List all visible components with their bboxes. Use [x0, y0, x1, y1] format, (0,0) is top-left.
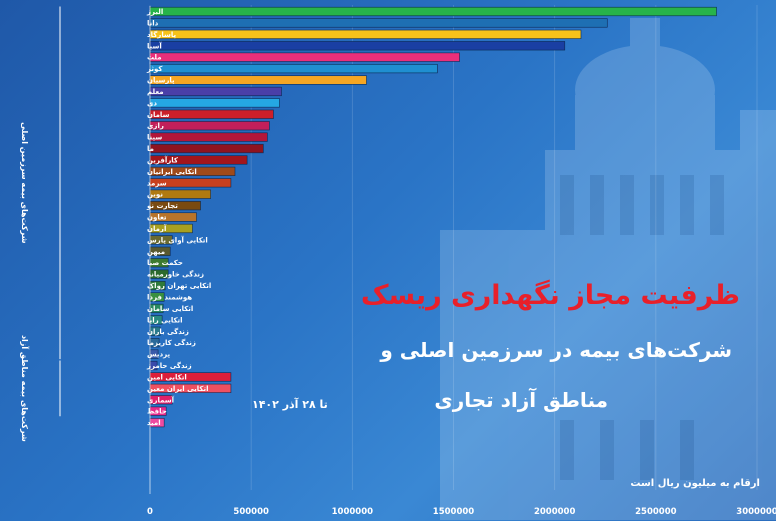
category-label: کارآفرین	[147, 155, 179, 164]
category-label: نوین	[147, 191, 163, 199]
category-label: دی	[147, 99, 157, 107]
category-label: اتکایی آوای پارس	[147, 235, 208, 244]
category-label: حافظ	[147, 408, 167, 416]
category-label: امید	[147, 419, 161, 427]
x-tick-label: 2500000	[635, 507, 676, 517]
bar	[149, 98, 280, 108]
bar	[149, 132, 268, 142]
category-label: آسیا	[147, 41, 162, 50]
bar	[149, 86, 282, 97]
units-note: ارقام به میلیون ریال است	[630, 478, 760, 489]
chart-subtitle-line-1: شرکت‌های بیمه در سرزمین اصلی و	[380, 338, 732, 362]
category-label: کوثر	[146, 65, 163, 73]
category-label: آسماری	[147, 395, 175, 404]
category-label: پارسیان	[147, 77, 175, 85]
x-tick-label: 1500000	[433, 507, 474, 517]
category-label: معلم	[147, 88, 164, 96]
category-label: زندگی حامرز	[146, 361, 192, 370]
category-label: سرمد	[147, 179, 167, 187]
bar	[149, 6, 717, 17]
category-label: حکمت صبا	[147, 259, 183, 267]
date-note: تا ۲۸ آذر ۱۴۰۲	[252, 398, 328, 411]
category-label: زندگی خاورمیانه	[147, 270, 204, 279]
category-label: رازی	[147, 122, 164, 130]
category-label: اتکایی سامان	[147, 305, 193, 313]
bar	[149, 121, 270, 131]
category-label: تعاون	[147, 214, 167, 222]
category-label: سینا	[147, 134, 162, 142]
category-labels: البرز دانا پاسارگاد آسیا ملت کوثر پارسیان معلم د…	[146, 8, 211, 427]
category-label: دانا	[147, 19, 159, 27]
category-label: زندگی کاریزما	[147, 338, 196, 347]
x-tick-label: 2000000	[534, 507, 575, 517]
x-tick-label: 1000000	[332, 507, 373, 517]
axes: 0 500000 1000000 1500000 2000000 2500000 30000…	[147, 6, 776, 517]
category-label: اتکایی ایرانیان	[147, 168, 197, 176]
group-label: شرکت‌های بیمه مناطق آزاد	[20, 335, 30, 442]
category-label: پاسارگاد	[147, 30, 176, 39]
category-label: آرمان	[147, 224, 167, 233]
bar	[149, 52, 460, 62]
category-label: هوشمند فردا	[147, 294, 192, 302]
group-label: شرکت‌های بیمه سرزمین اصلی	[20, 122, 29, 244]
category-label: البرز	[146, 8, 163, 16]
category-label: تجارت نو	[146, 202, 178, 210]
bars	[149, 6, 717, 428]
category-label: اتکایی امین	[147, 373, 187, 381]
chart-title: ظرفیت مجاز نگهداری ریسک	[360, 280, 740, 311]
x-tick-label: 3000000	[736, 507, 776, 517]
chart-subtitle-line-2: مناطق آزاد تجاری	[434, 388, 608, 412]
bar	[149, 29, 582, 39]
category-label: میهن	[147, 248, 165, 256]
category-label: زندگی باران	[147, 327, 189, 336]
category-label: سامان	[147, 111, 170, 119]
bar	[149, 143, 264, 154]
category-label: اتکایی ایران معین	[147, 385, 209, 393]
category-label: اتکایی تهران رواک	[147, 282, 211, 290]
bar	[149, 41, 566, 51]
group-labels: شرکت‌های بیمه سرزمین اصلی شرکت‌های بیمه م…	[20, 6, 61, 442]
x-tick-label: 500000	[233, 507, 269, 517]
category-label: اتکایی رایا	[147, 316, 183, 324]
bar	[149, 64, 438, 74]
category-label: ملت	[147, 54, 162, 62]
x-tick-label: 0	[147, 507, 153, 517]
bar	[149, 75, 367, 85]
bar	[149, 18, 608, 28]
category-label: پردیس	[147, 351, 170, 359]
